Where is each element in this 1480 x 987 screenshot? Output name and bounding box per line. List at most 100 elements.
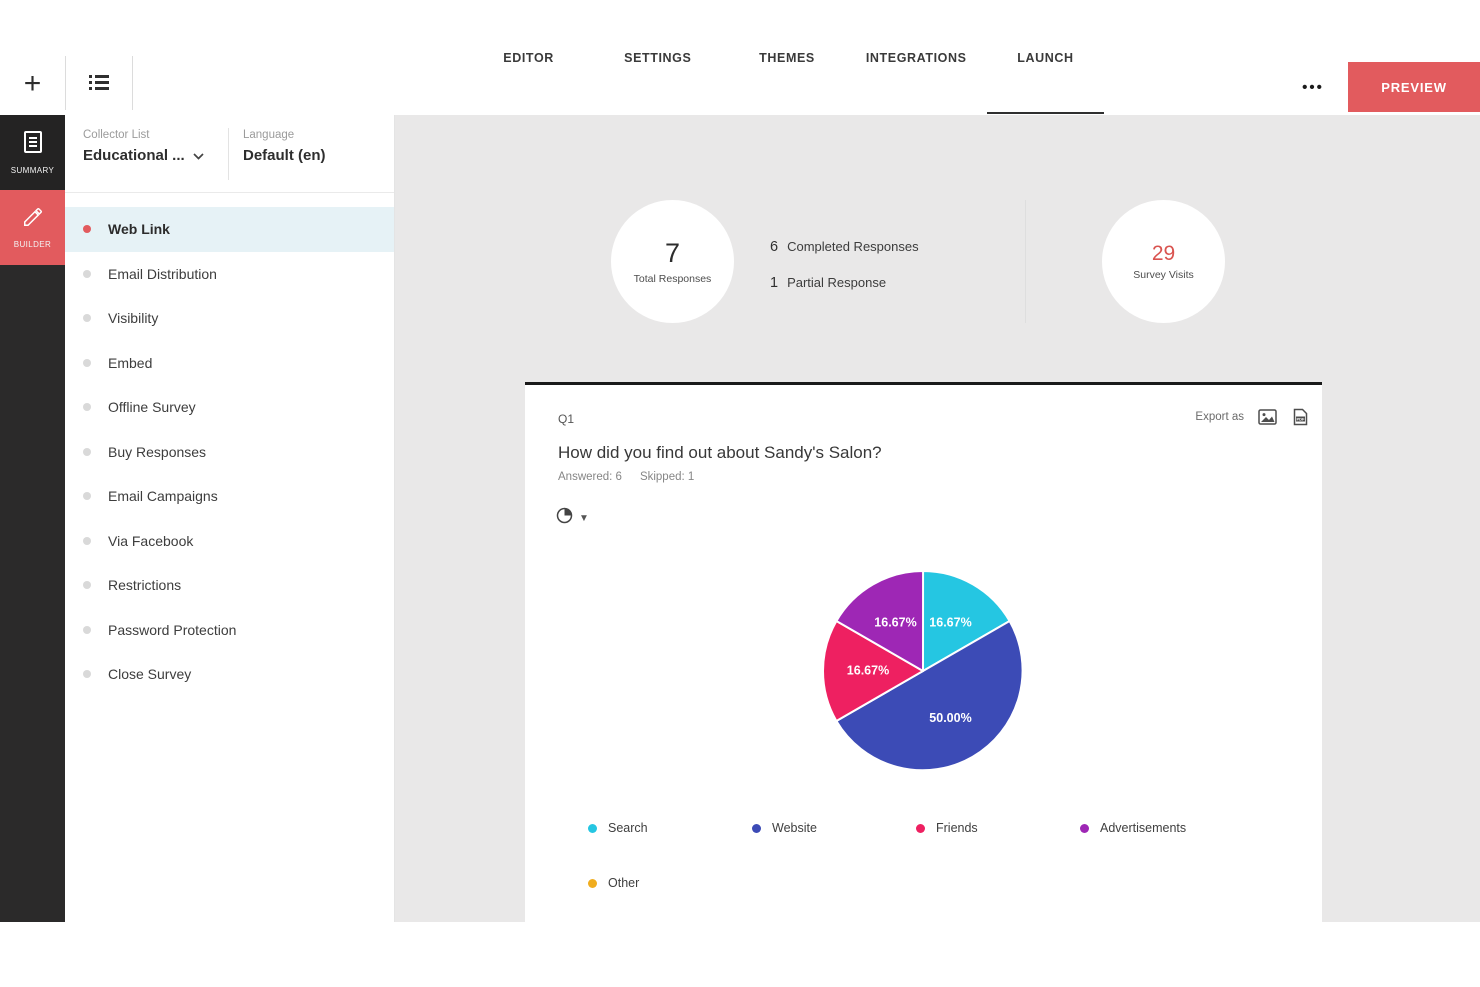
collector-list-value: Educational ... [83,147,185,164]
tab-settings[interactable]: SETTINGS [624,50,692,65]
legend-label: Search [608,821,648,835]
legend-label: Other [608,876,640,890]
legend-item-friends: Friends [916,818,1080,838]
tab-integrations[interactable]: INTEGRATIONS [865,50,967,65]
collector-list-dropdown[interactable]: Collector List Educational ... [83,129,228,164]
sidebar-item-password-protection[interactable]: Password Protection [65,608,394,653]
sidebar-item-web-link[interactable]: Web Link [65,207,394,252]
legend-dot-icon [588,823,597,833]
add-button[interactable]: + [0,56,65,112]
rail-item-label: SUMMARY [10,166,55,175]
pie-slice-label: 16.67% [847,663,889,677]
sidebar-item-visibility[interactable]: Visibility [65,296,394,341]
pie-chart[interactable]: 16.67% 50.00% 16.67% 16.67% [812,560,1034,782]
rail-item-builder[interactable]: BUILDER [0,190,65,265]
answered-count: Answered: 6 [558,471,622,483]
sidebar-item-via-facebook[interactable]: Via Facebook [65,519,394,564]
survey-visits-value: 29 [1151,241,1176,265]
pencil-icon [22,206,44,233]
rail-item-label: BUILDER [13,240,52,249]
sidebar-item-close-survey[interactable]: Close Survey [65,652,394,697]
sidebar-item-label: Offline Survey [108,399,196,416]
sidebar-item-label: Visibility [108,310,159,327]
language-label: Language [243,129,295,141]
left-rail: SUMMARY BUILDER [0,115,65,922]
caret-down-icon: ▼ [579,512,589,524]
question-number: Q1 [558,412,575,426]
question-meta: Answered: 6 Skipped: 1 [558,471,694,483]
legend-item-website: Website [752,818,916,838]
chart-legend: Search Website Friends Advertisements Other [588,818,1278,928]
partial-responses-row: 1 Partial Response [770,275,919,291]
top-header: + EDITOR SETTINGS THEMES INTEGRATIONS LAUNCH… [0,0,1480,115]
legend-label: Advertisements [1100,821,1187,835]
total-responses-circle: 7 Total Responses [611,200,734,323]
collector-list: Web Link Email Distribution Visibility Embe… [65,207,394,697]
sidebar-item-label: Restrictions [108,577,182,594]
header-divider [65,56,66,110]
response-breakdown: 6 Completed Responses 1 Partial Response [770,239,919,311]
legend-dot-icon [752,823,761,833]
legend-item-search: Search [588,818,752,838]
sidebar-item-offline-survey[interactable]: Offline Survey [65,385,394,430]
legend-label: Website [772,821,817,835]
sidebar-item-label: Via Facebook [108,532,194,549]
list-icon [89,73,109,96]
sidebar-item-email-distribution[interactable]: Email Distribution [65,252,394,297]
collector-list-toggle-button[interactable] [66,56,132,112]
sidebar-item-restrictions[interactable]: Restrictions [65,563,394,608]
sidebar-item-label: Web Link [108,221,170,238]
total-responses-value: 7 [664,238,681,269]
completed-responses-row: 6 Completed Responses [770,239,919,255]
tab-editor[interactable]: EDITOR [503,50,554,65]
legend-label: Friends [936,821,978,835]
pie-slice-label: 16.67% [929,616,971,630]
sidebar-item-buy-responses[interactable]: Buy Responses [65,430,394,475]
more-options-button[interactable]: ••• [1288,70,1338,104]
export-pdf-button[interactable]: PDF [1290,407,1310,427]
stats-divider [1025,200,1026,323]
sidebar-item-label: Close Survey [108,666,192,683]
survey-visits-circle: 29 Survey Visits [1102,200,1225,323]
pie-slice-advertisements[interactable] [835,569,925,672]
tab-themes[interactable]: THEMES [759,50,815,65]
question-card: Q1 Export as PDF [525,382,1322,922]
export-as-label: Export as [1195,411,1244,423]
plus-icon: + [23,67,42,100]
collector-sidebar: Collector List Educational ... Language … [65,115,395,922]
status-dot-icon [83,358,91,367]
svg-text:PDF: PDF [1296,417,1305,422]
status-dot-icon [83,536,91,545]
pie-slice-friends[interactable] [822,619,924,722]
status-dot-icon [83,269,91,278]
completed-responses-label: Completed Responses [787,239,919,254]
language-selector[interactable]: Language Default (en) [243,129,326,164]
status-dot-icon [83,225,91,234]
status-dot-icon [83,625,91,634]
sidebar-item-email-campaigns[interactable]: Email Campaigns [65,474,394,519]
collector-sidebar-header: Collector List Educational ... Language … [65,115,394,193]
status-dot-icon [83,492,91,501]
ellipsis-icon: ••• [1302,78,1324,96]
status-dot-icon [83,314,91,323]
completed-responses-value: 6 [770,239,779,255]
collector-list-label: Collector List [83,129,150,141]
chart-type-dropdown[interactable]: ▼ [556,507,589,529]
total-responses-label: Total Responses [633,272,712,285]
pie-slice-label: 50.00% [929,711,971,725]
pie-slice-search[interactable] [922,570,1011,672]
header-divider [132,56,133,110]
skipped-count: Skipped: 1 [639,471,695,483]
sidebar-item-embed[interactable]: Embed [65,341,394,386]
pie-chart-icon [556,507,573,529]
preview-button[interactable]: PREVIEW [1348,62,1480,112]
legend-item-other: Other [588,873,752,893]
survey-visits-label: Survey Visits [1133,269,1194,282]
sidebar-item-label: Password Protection [108,621,237,638]
export-group: Export as PDF [1195,407,1310,427]
pie-slice-website[interactable] [835,620,1024,772]
export-image-button[interactable] [1257,407,1277,427]
tab-launch[interactable]: LAUNCH [981,0,1110,115]
status-dot-icon [83,403,91,412]
rail-item-summary[interactable]: SUMMARY [0,115,65,190]
